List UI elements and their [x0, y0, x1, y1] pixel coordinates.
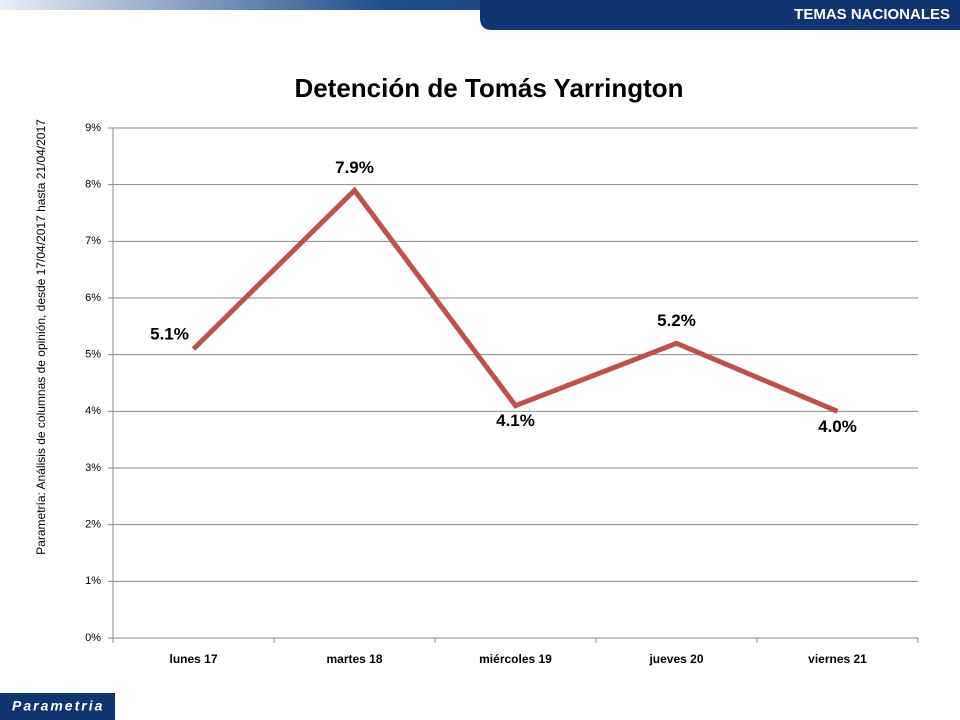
- data-label: 7.9%: [335, 158, 374, 177]
- section-label: TEMAS NACIONALES: [794, 6, 950, 23]
- x-tick-label: martes 18: [326, 652, 382, 666]
- x-tick-label: jueves 20: [648, 652, 703, 666]
- y-tick-label: 7%: [85, 235, 101, 247]
- x-tick-label: viernes 21: [808, 652, 867, 666]
- footer-logo: Parametria: [12, 698, 104, 714]
- line: [191, 186, 839, 414]
- chart-title: Detención de Tomás Yarrington: [294, 73, 683, 103]
- y-tick-label: 8%: [85, 179, 101, 191]
- y-tick-label: 3%: [85, 462, 101, 474]
- y-tick-label: 6%: [85, 292, 101, 304]
- x-tick-label: miércoles 19: [479, 652, 552, 666]
- data-label: 4.0%: [818, 417, 857, 436]
- y-tick-label: 0%: [85, 632, 101, 644]
- section-tab: [480, 0, 960, 30]
- footer-logo-box: [0, 693, 115, 720]
- data-label: 4.1%: [496, 411, 535, 430]
- y-tick-label: 5%: [85, 349, 101, 361]
- y-tick-label: 4%: [85, 405, 101, 417]
- y-tick-label: 1%: [85, 575, 101, 587]
- data-label: 5.1%: [150, 324, 189, 343]
- y-tick-label: 2%: [85, 519, 101, 531]
- x-tick-label: lunes 17: [169, 652, 217, 666]
- data-label: 5.2%: [657, 311, 696, 330]
- source-note: Parametría: Análisis de columnas de opin…: [34, 119, 48, 555]
- y-tick-label: 9%: [85, 122, 101, 134]
